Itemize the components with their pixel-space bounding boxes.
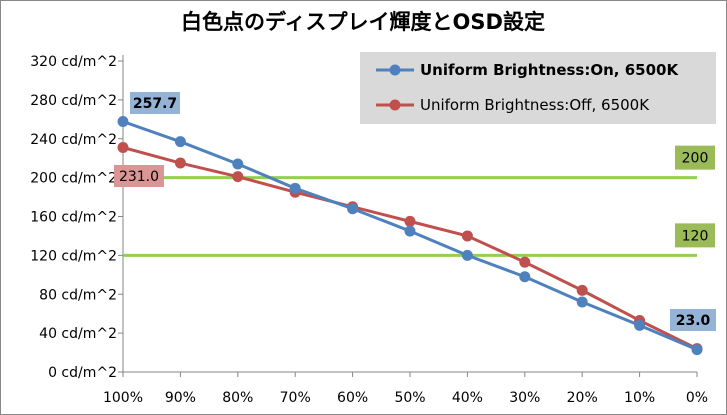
y-tick-label: 80 cd/m^2 (39, 287, 117, 303)
data-label-text: 120 (682, 228, 709, 244)
legend-entry: Uniform Brightness:Off, 6500K (376, 96, 650, 114)
data-point (404, 215, 416, 227)
x-tick-label: 40% (452, 390, 483, 406)
data-point (461, 249, 473, 261)
y-tick-label: 40 cd/m^2 (39, 326, 117, 342)
legend-swatch-marker (389, 64, 401, 76)
data-point (289, 182, 301, 194)
data-point (174, 136, 186, 148)
reference-lines (123, 176, 697, 257)
data-label-text: 23.0 (676, 313, 711, 329)
y-tick-label: 0 cd/m^2 (48, 365, 117, 381)
data-point (174, 157, 186, 169)
legend-box (360, 52, 716, 124)
data-point (691, 344, 703, 356)
y-tick-label: 200 cd/m^2 (30, 171, 117, 187)
data-label-text: 257.7 (133, 96, 177, 112)
x-tick-label: 50% (394, 390, 425, 406)
x-tick-label: 60% (337, 390, 368, 406)
x-tick-label: 30% (509, 390, 540, 406)
data-point (404, 225, 416, 237)
chart-title: 白色点のディスプレイ輝度とOSD設定 (181, 10, 545, 34)
data-labels: 257.7 23.0 231.0 200 120 (114, 92, 716, 331)
data-point (232, 158, 244, 170)
x-tick-label: 20% (567, 390, 598, 406)
data-label: 257.7 (130, 92, 180, 114)
x-tick-label: 70% (280, 390, 311, 406)
data-point (519, 256, 531, 268)
legend-label: Uniform Brightness:On, 6500K (420, 61, 679, 79)
data-label: 23.0 (670, 309, 716, 331)
x-tick-label: 10% (624, 390, 655, 406)
data-label-background (130, 92, 180, 114)
data-point (519, 271, 531, 283)
y-tick-label: 280 cd/m^2 (30, 93, 117, 109)
data-point (576, 284, 588, 296)
x-tick-label: 0% (686, 390, 708, 406)
data-label: 231.0 (114, 165, 164, 187)
data-label-background (675, 223, 715, 248)
y-tick-label: 160 cd/m^2 (30, 210, 117, 226)
x-tick-label: 100% (103, 390, 143, 406)
legend: Uniform Brightness:On, 6500K Uniform Brig… (360, 52, 716, 124)
x-tick-label: 90% (165, 390, 196, 406)
y-tick-label: 320 cd/m^2 (30, 54, 117, 70)
data-label: 200 (675, 145, 715, 170)
data-label-background (114, 165, 164, 187)
data-point (461, 230, 473, 242)
series-lines (117, 116, 703, 356)
data-point (232, 171, 244, 183)
data-point (347, 203, 359, 215)
legend-swatch-marker (389, 99, 401, 111)
data-point (634, 319, 646, 331)
data-point (117, 141, 129, 153)
data-label-text: 200 (682, 151, 709, 167)
y-tick-label: 120 cd/m^2 (30, 248, 117, 264)
data-label-background (675, 145, 715, 170)
data-label-text: 231.0 (119, 169, 159, 185)
data-point (576, 296, 588, 308)
y-tick-label: 240 cd/m^2 (30, 132, 117, 148)
data-label: 120 (675, 223, 715, 248)
axes: 0 cd/m^2 40 cd/m^2 80 cd/m^2 120 cd/m^2 160 … (30, 54, 708, 406)
data-point (117, 116, 129, 128)
x-tick-label: 80% (222, 390, 253, 406)
legend-entry: Uniform Brightness:On, 6500K (376, 61, 679, 79)
legend-label: Uniform Brightness:Off, 6500K (420, 96, 650, 114)
data-label-background (670, 309, 716, 331)
